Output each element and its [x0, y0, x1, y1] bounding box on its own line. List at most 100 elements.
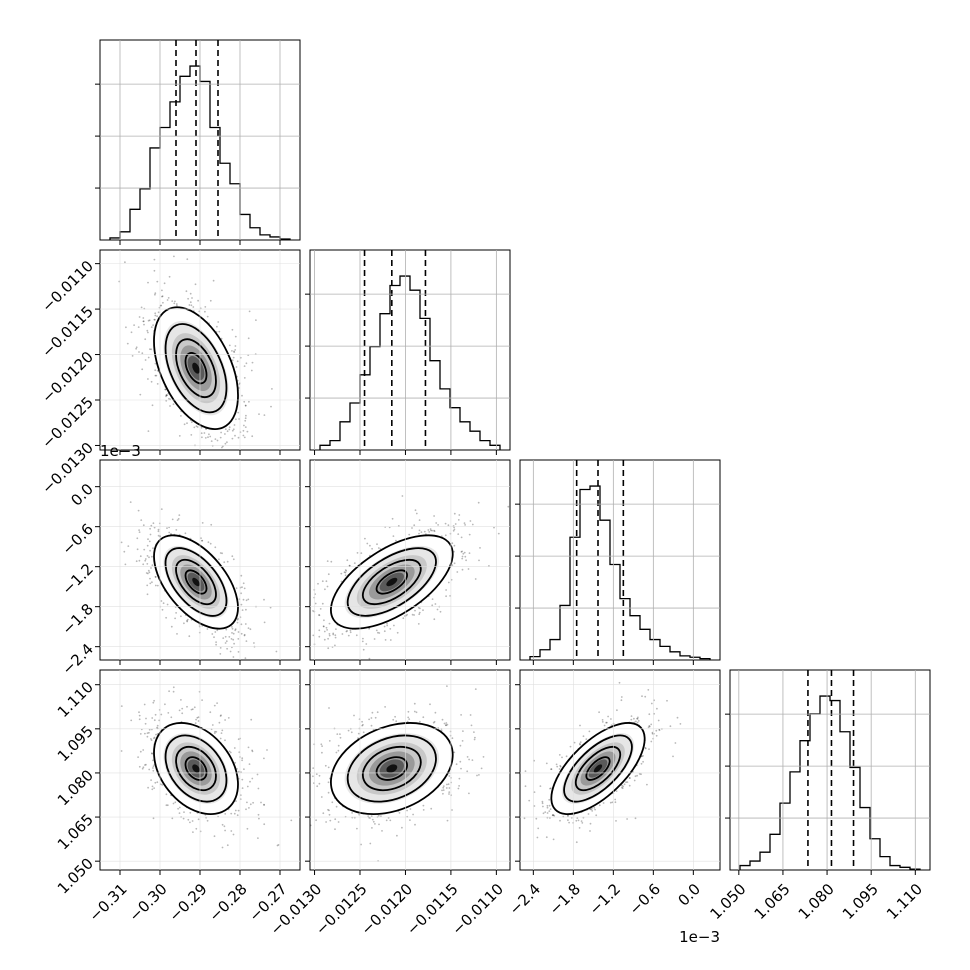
sample-point	[361, 640, 364, 643]
sample-point	[257, 837, 259, 839]
sample-point	[144, 359, 147, 361]
sample-point	[138, 714, 141, 717]
sample-point	[332, 632, 335, 635]
sample-point	[201, 522, 204, 524]
sample-point	[326, 585, 329, 588]
sample-point	[466, 756, 469, 758]
sample-point	[318, 614, 321, 617]
sample-point	[138, 711, 140, 714]
sample-point	[362, 648, 365, 651]
sample-point	[507, 505, 510, 508]
sample-point	[328, 740, 331, 742]
sample-point	[374, 823, 376, 825]
sample-point	[166, 394, 168, 397]
sample-point	[263, 598, 265, 601]
sample-point	[618, 681, 621, 684]
sample-point	[445, 724, 447, 727]
sample-point	[417, 623, 420, 625]
sample-point	[409, 819, 411, 821]
sample-point	[232, 632, 235, 635]
sample-point	[189, 811, 192, 814]
y-ticks	[95, 486, 100, 648]
sample-point	[142, 317, 145, 319]
sample-point	[449, 734, 452, 737]
sample-point	[246, 785, 249, 788]
sample-point	[236, 621, 239, 624]
sample-point	[129, 501, 132, 503]
sample-point	[232, 656, 235, 658]
sample-point	[137, 326, 140, 328]
sample-point	[257, 787, 260, 790]
sample-point	[445, 787, 448, 789]
sample-point	[301, 620, 303, 622]
sample-point	[231, 328, 234, 331]
sample-point	[245, 414, 247, 417]
sample-point	[193, 426, 196, 429]
contour-3	[375, 569, 408, 595]
sample-point	[224, 829, 227, 832]
sample-point	[321, 751, 323, 754]
sample-point	[349, 629, 352, 632]
sample-point	[638, 773, 641, 775]
sample-point	[237, 770, 240, 773]
sample-point	[448, 787, 451, 789]
sample-point	[144, 559, 147, 562]
sample-point	[387, 817, 390, 819]
sample-point	[200, 537, 202, 540]
sample-point	[232, 558, 235, 561]
sample-point	[215, 641, 218, 643]
sample-point	[181, 712, 184, 715]
sample-point	[123, 550, 126, 553]
sample-point	[323, 638, 326, 641]
sample-point	[167, 297, 170, 299]
sample-point	[251, 435, 254, 438]
sample-point	[144, 338, 147, 341]
sample-point	[257, 813, 260, 816]
sample-point	[213, 835, 216, 838]
sample-point	[409, 808, 412, 810]
sample-point	[151, 785, 154, 788]
sample-point	[415, 512, 418, 515]
sample-point	[222, 637, 225, 639]
sample-point	[243, 424, 245, 427]
sample-point	[318, 614, 320, 616]
sample-point	[168, 531, 171, 534]
sample-point	[154, 374, 157, 377]
sample-point	[126, 342, 129, 345]
sample-point	[473, 731, 475, 733]
sample-point	[546, 804, 549, 807]
sample-point	[446, 685, 448, 687]
sample-point	[147, 538, 149, 541]
sample-point	[189, 301, 192, 304]
sample-point	[180, 699, 182, 701]
sample-point	[180, 615, 182, 618]
sample-point	[471, 523, 474, 526]
sample-point	[194, 722, 197, 724]
contour-1	[346, 547, 437, 617]
sample-point	[377, 631, 379, 634]
sample-point	[151, 564, 154, 567]
sample-point	[451, 737, 454, 740]
sample-point	[231, 627, 234, 630]
sample-point	[218, 330, 221, 333]
sample-point	[220, 337, 223, 340]
sample-point	[224, 719, 227, 721]
sample-point	[212, 279, 215, 282]
sample-point	[371, 827, 373, 829]
sample-point	[434, 711, 437, 714]
sample-point	[431, 529, 433, 532]
sample-point	[457, 519, 460, 521]
sample-point	[476, 774, 478, 777]
sample-point	[146, 544, 149, 547]
sample-point	[152, 769, 155, 772]
sample-point	[344, 571, 347, 574]
sample-point	[172, 690, 175, 693]
sample-point	[160, 304, 163, 307]
sample-point	[636, 717, 638, 720]
panel-2-2	[519, 459, 721, 661]
sample-point	[254, 456, 256, 458]
sample-point	[458, 514, 461, 516]
sample-point	[263, 621, 266, 624]
sample-point	[488, 565, 490, 567]
